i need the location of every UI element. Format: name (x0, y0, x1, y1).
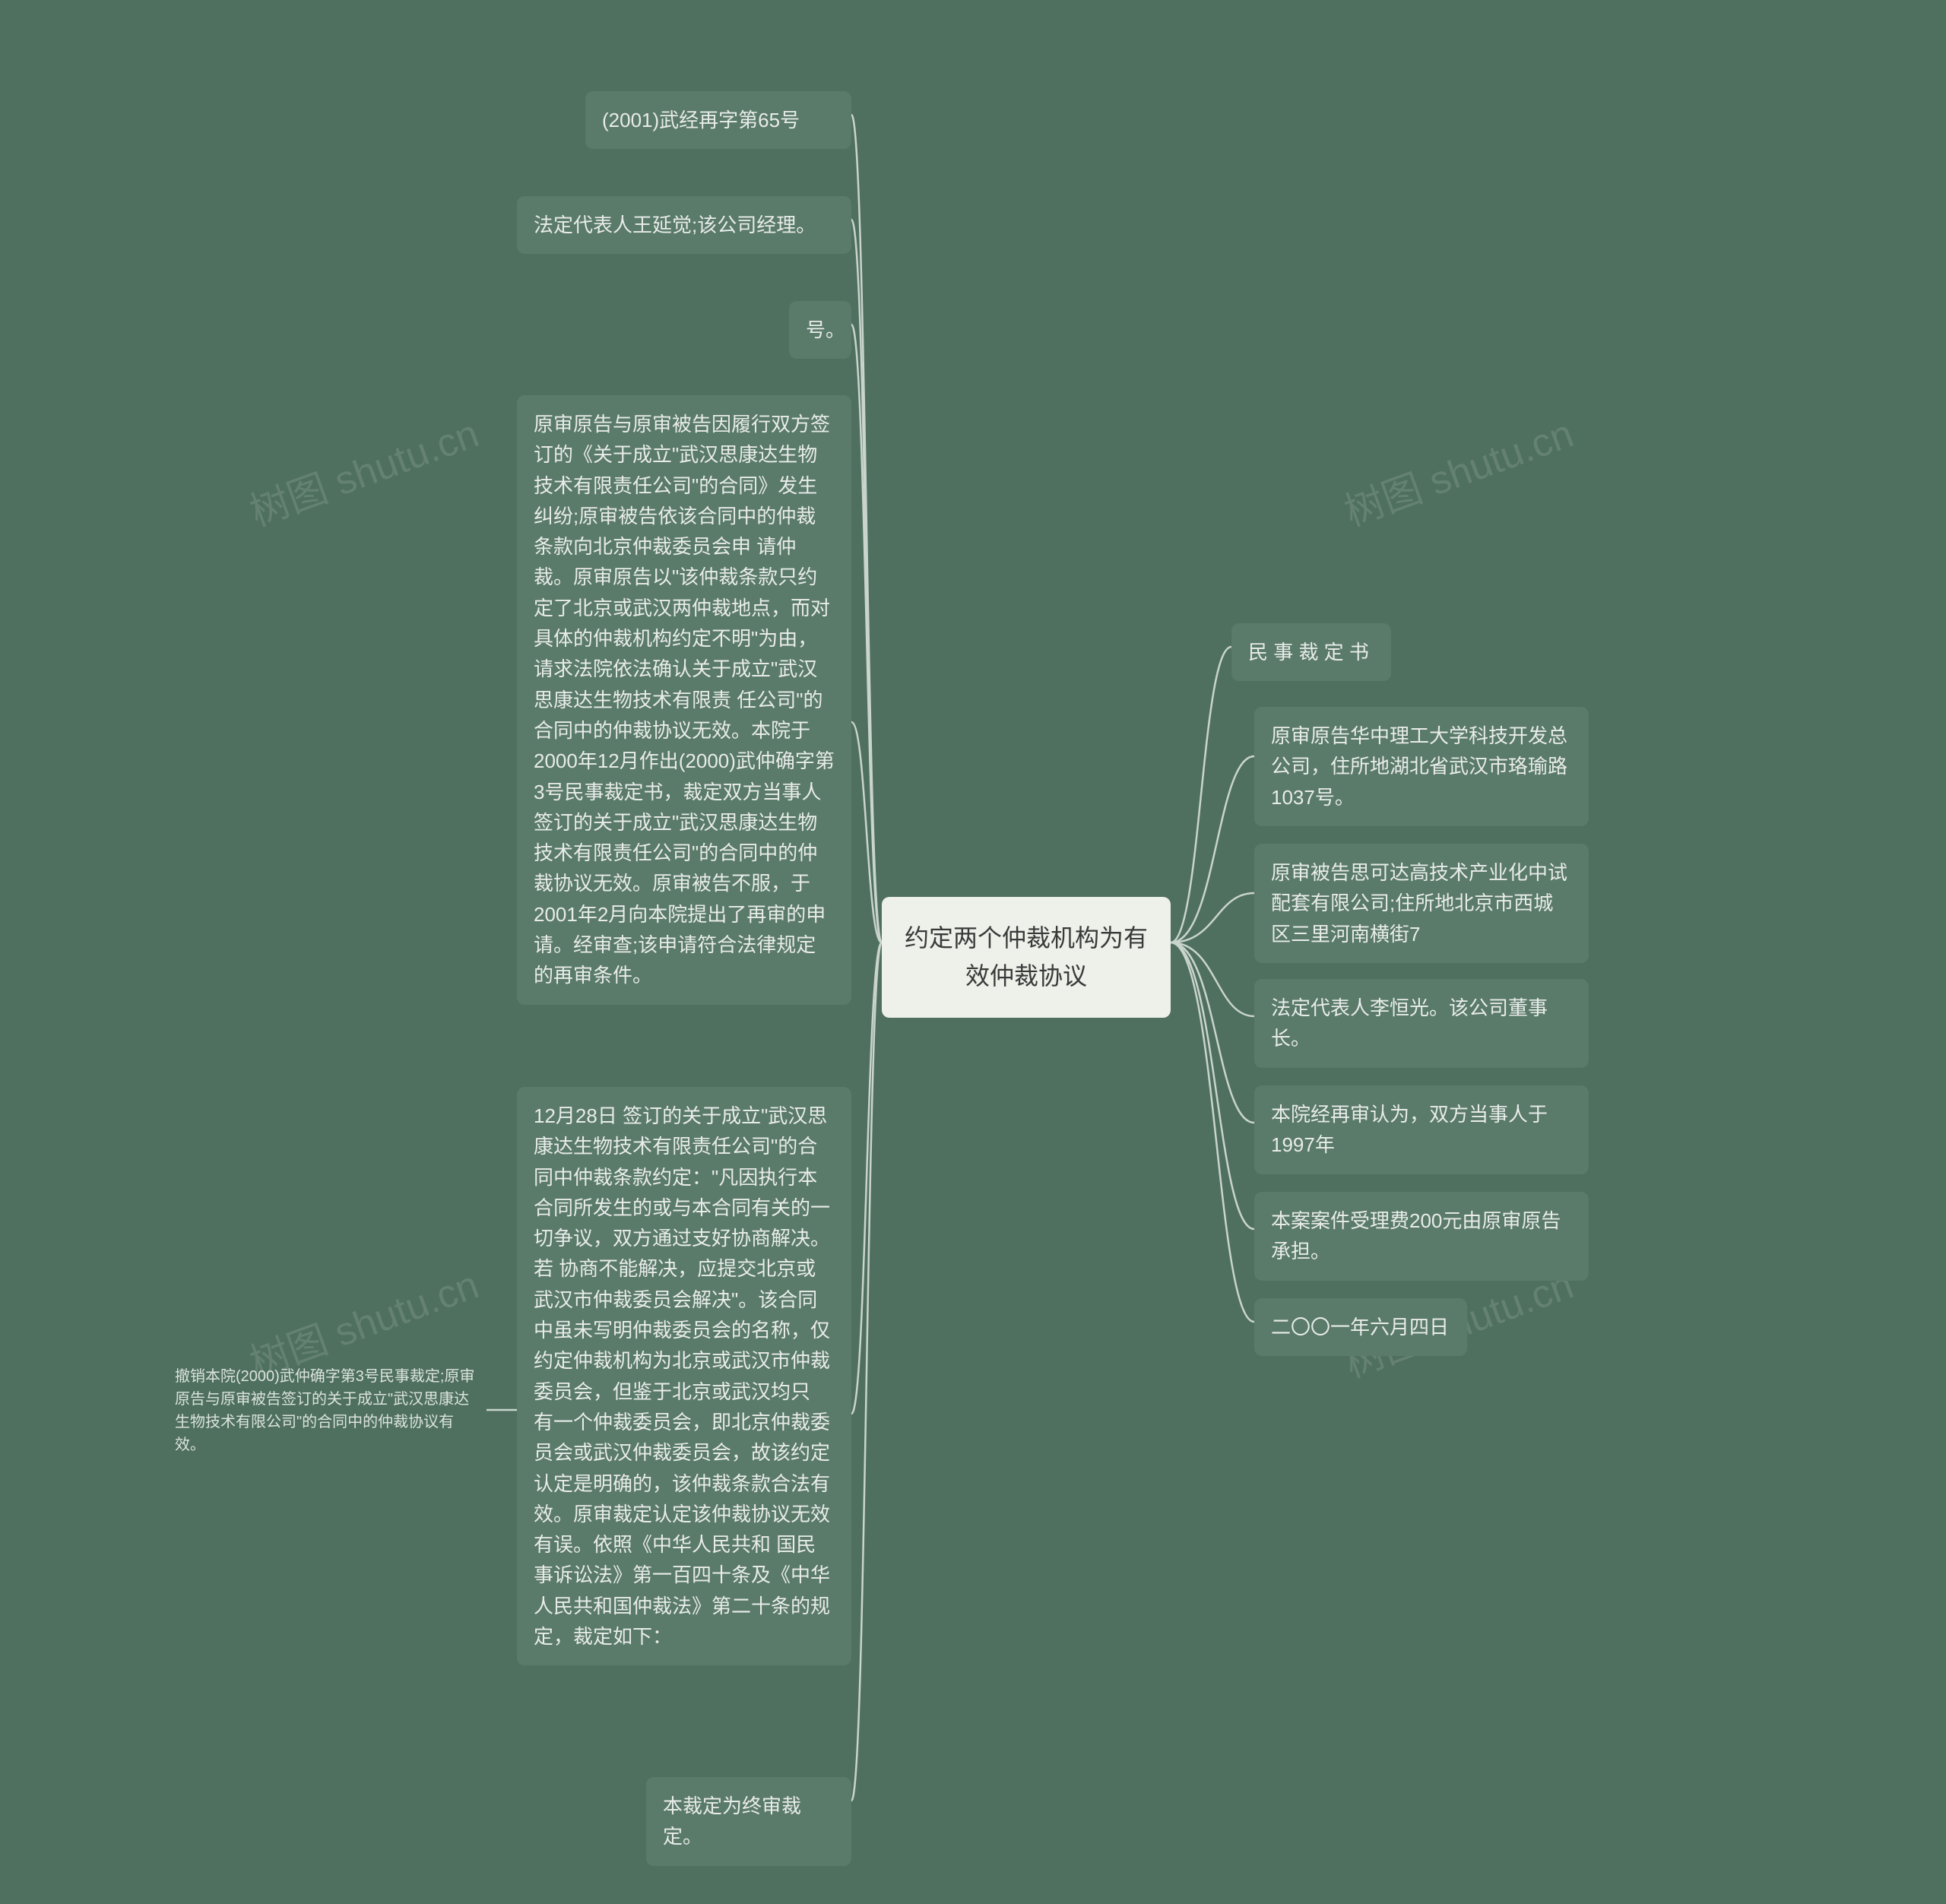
node-text: (2001)武经再字第65号 (602, 109, 800, 131)
right-node-5[interactable]: 本案案件受理费200元由原审原告承担。 (1254, 1192, 1589, 1281)
left-node-4[interactable]: 12月28日 签订的关于成立"武汉思康达生物技术有限责任公司"的合同中仲裁条款约… (517, 1087, 851, 1665)
root-node[interactable]: 约定两个仲裁机构为有效仲裁协议 (882, 897, 1171, 1018)
right-node-4[interactable]: 本院经再审认为，双方当事人于1997年 (1254, 1085, 1589, 1174)
left-node-1[interactable]: 法定代表人王延觉;该公司经理。 (517, 196, 851, 254)
node-text: 本案案件受理费200元由原审原告承担。 (1271, 1209, 1561, 1262)
mindmap-canvas: 树图 shutu.cn 树图 shutu.cn 树图 shutu.cn 树图 s… (0, 0, 1946, 1904)
node-text: 原审原告与原审被告因履行双方签订的《关于成立"武汉思康达生物技术有限责任公司"的… (534, 413, 835, 987)
node-text: 二〇〇一年六月四日 (1271, 1316, 1449, 1339)
right-node-6[interactable]: 二〇〇一年六月四日 (1254, 1298, 1467, 1356)
left-node-4-leaf[interactable]: 撤销本院(2000)武仲确字第3号民事裁定;原审原告与原审被告签订的关于成立"武… (167, 1361, 486, 1461)
node-text: 民 事 裁 定 书 (1248, 641, 1369, 664)
node-text: 原审原告华中理工大学科技开发总公司，住所地湖北省武汉市珞瑜路1037号。 (1271, 724, 1567, 809)
node-text: 本裁定为终审裁定。 (663, 1795, 801, 1848)
node-text: 本院经再审认为，双方当事人于1997年 (1271, 1103, 1548, 1156)
right-node-2[interactable]: 原审被告思可达高技术产业化中试配套有限公司;住所地北京市西城区三里河南横街7 (1254, 844, 1589, 963)
left-node-3[interactable]: 原审原告与原审被告因履行双方签订的《关于成立"武汉思康达生物技术有限责任公司"的… (517, 395, 851, 1005)
left-node-0[interactable]: (2001)武经再字第65号 (585, 91, 851, 149)
watermark: 树图 shutu.cn (241, 401, 486, 537)
node-text: 原审被告思可达高技术产业化中试配套有限公司;住所地北京市西城区三里河南横街7 (1271, 861, 1567, 946)
node-text: 法定代表人李恒光。该公司董事长。 (1271, 996, 1548, 1050)
root-title: 约定两个仲裁机构为有效仲裁协议 (905, 924, 1148, 990)
left-node-5[interactable]: 本裁定为终审裁定。 (646, 1777, 851, 1866)
watermark: 树图 shutu.cn (1336, 401, 1580, 537)
right-node-1[interactable]: 原审原告华中理工大学科技开发总公司，住所地湖北省武汉市珞瑜路1037号。 (1254, 707, 1589, 826)
node-text: 法定代表人王延觉;该公司经理。 (534, 214, 816, 236)
node-text: 12月28日 签订的关于成立"武汉思康达生物技术有限责任公司"的合同中仲裁条款约… (534, 1104, 830, 1648)
right-node-3[interactable]: 法定代表人李恒光。该公司董事长。 (1254, 979, 1589, 1068)
right-node-0[interactable]: 民 事 裁 定 书 (1231, 623, 1391, 681)
node-text: 号。 (806, 318, 845, 341)
leaf-text: 撤销本院(2000)武仲确字第3号民事裁定;原审原告与原审被告签订的关于成立"武… (175, 1368, 475, 1453)
left-node-2[interactable]: 号。 (789, 301, 851, 359)
